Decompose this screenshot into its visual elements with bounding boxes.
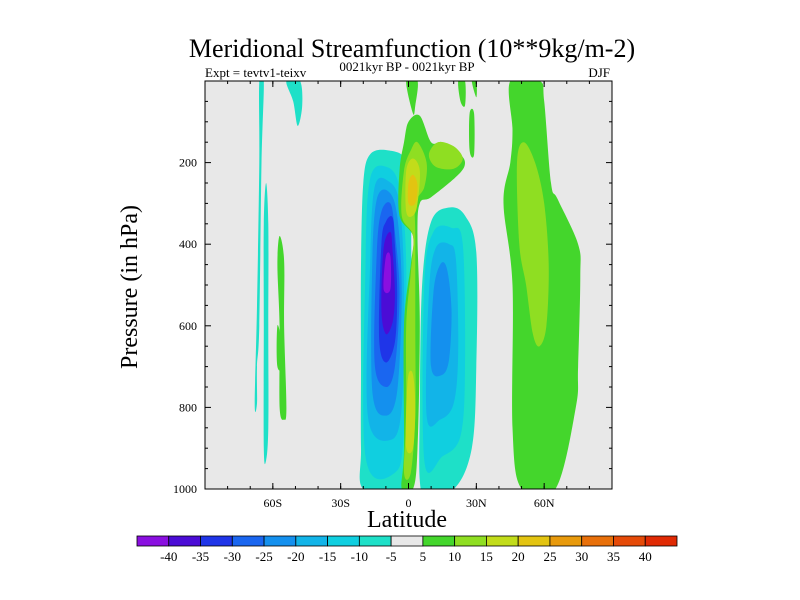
colorbar-swatch: [581, 535, 614, 547]
colorbar-label: -30: [224, 549, 241, 564]
colorbar-label: 35: [607, 549, 620, 564]
colorbar-swatch: [168, 535, 201, 547]
colorbar-label: -15: [319, 549, 336, 564]
y-axis-title: Pressure (in hPa): [117, 205, 143, 369]
subtitle-left: Expt = tevtv1-teixv: [205, 65, 307, 80]
colorbar-swatch: [390, 535, 424, 547]
contour-sh-lat-green-b: [276, 325, 285, 371]
chart-title: Meridional Streamfunction (10**9kg/m-2): [189, 34, 635, 63]
contour-strat-band-1: [406, 81, 418, 115]
colorbar-label: 5: [420, 549, 427, 564]
colorbar-swatch: [327, 535, 360, 547]
contour-strat-band-2: [458, 81, 466, 107]
colorbar-swatch: [263, 535, 297, 547]
contour-sh-lat-5b: [263, 183, 269, 465]
colorbar-swatch: [517, 535, 551, 547]
subtitle-right: DJF: [588, 65, 610, 80]
x-tick-label: 30N: [466, 496, 487, 510]
colorbar-swatch: [136, 535, 170, 547]
y-tick-label: 600: [179, 319, 197, 333]
subtitle-center: 0021kyr BP - 0021kyr BP: [339, 59, 474, 74]
colorbar-swatch: [422, 535, 456, 547]
colorbar-label: 15: [480, 549, 493, 564]
colorbar-swatch: [231, 535, 265, 547]
colorbar-label: 25: [543, 549, 556, 564]
colorbar-swatch: [358, 535, 392, 547]
colorbar-swatch: [613, 535, 646, 547]
x-tick-label: 30S: [331, 496, 350, 510]
contour-sh-lat-5c: [286, 81, 303, 126]
y-tick-label: 1000: [173, 482, 197, 496]
colorbar-swatch: [549, 535, 583, 547]
colorbar-label: -20: [287, 549, 304, 564]
tick-layer: 60S 30S 0 30N 60N 200 400 600 800 1000: [173, 81, 612, 510]
y-tick-label: 800: [179, 400, 197, 414]
contour-sh-lat-5a: [254, 81, 264, 413]
x-tick-label: 0: [406, 496, 412, 510]
colorbar-swatch: [644, 535, 678, 547]
colorbar-label: 30: [575, 549, 588, 564]
x-tick-label: 60S: [263, 496, 282, 510]
contour-nh-mid-10: [516, 142, 549, 347]
contour-nh-cell-20: [430, 262, 452, 377]
colorbar-label: 40: [639, 549, 652, 564]
colorbar-label: -5: [386, 549, 397, 564]
colorbar-label: -10: [351, 549, 368, 564]
colorbar-swatch: [295, 535, 328, 547]
y-tick-label: 200: [179, 156, 197, 170]
y-tick-label: 400: [179, 237, 197, 251]
colorbar-swatch: [486, 535, 519, 547]
x-tick-label: 60N: [534, 496, 555, 510]
colorbar-label: -25: [255, 549, 272, 564]
contour-nh-tropo-arm: [428, 141, 463, 170]
contour-eq-plume-15: [405, 370, 416, 454]
colorbar: -40 -35 -30 -25 -20 -15 -10 -5 5 10 15 20 25 30 35 40: [136, 535, 678, 564]
x-axis-title: Latitude: [367, 507, 447, 533]
contour-sh-lat-green: [277, 235, 287, 420]
contour-layer: [254, 81, 581, 489]
colorbar-swatch: [454, 535, 487, 547]
contour-eq-plume-20: [407, 174, 418, 206]
contour-strat-band-3: [471, 81, 477, 98]
contour-sh-cell-40: [383, 252, 392, 294]
colorbar-label: 10: [448, 549, 461, 564]
colorbar-label: 20: [512, 549, 525, 564]
colorbar-label: -35: [192, 549, 209, 564]
colorbar-label: -40: [160, 549, 177, 564]
colorbar-swatch: [200, 535, 233, 547]
contour-strat-band-4: [469, 108, 475, 158]
